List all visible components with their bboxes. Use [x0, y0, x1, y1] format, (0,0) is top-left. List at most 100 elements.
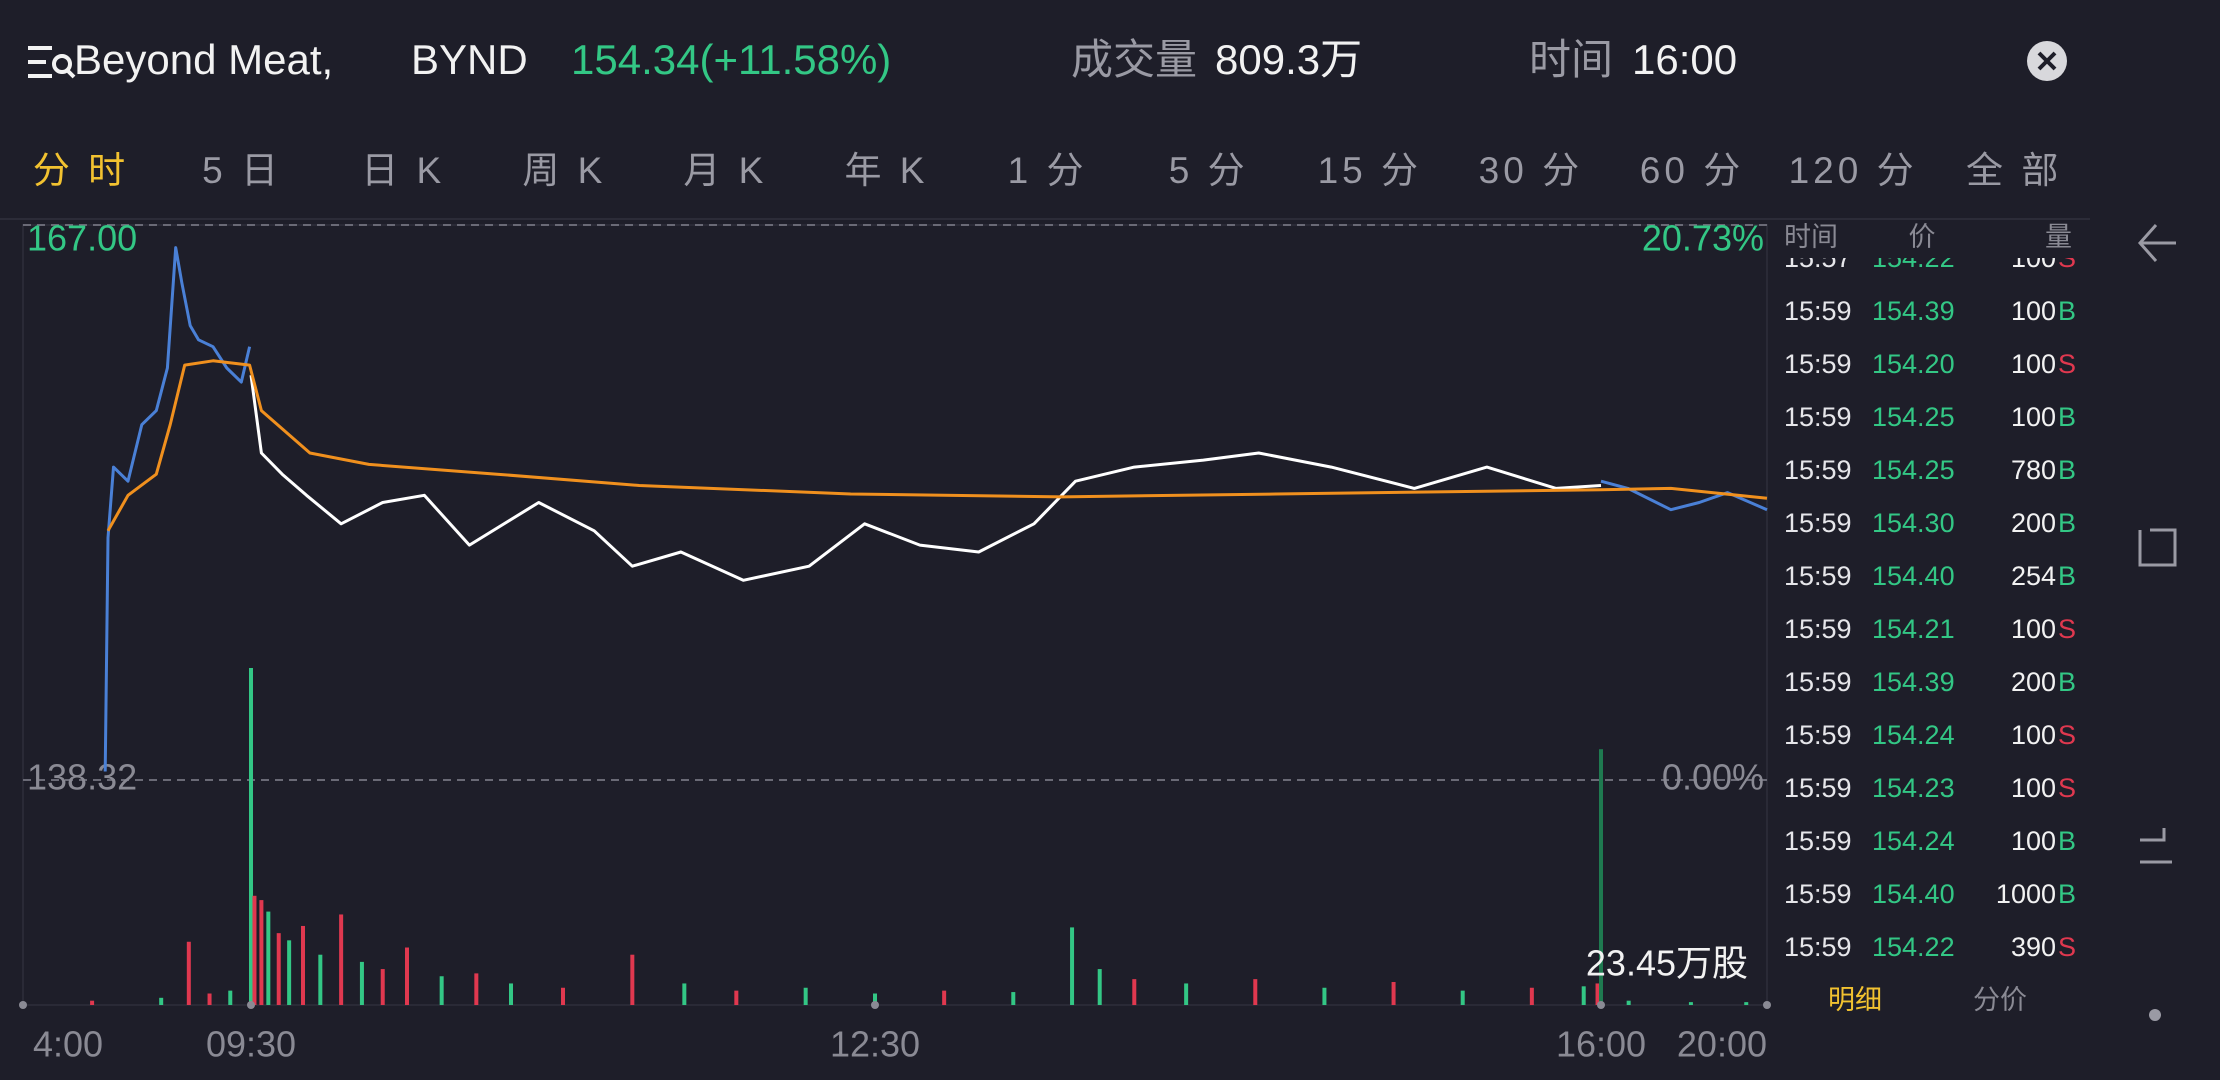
trade-tab[interactable]: 明细 [1828, 985, 1882, 1015]
y2-tick-label: 20.73% [1642, 218, 1764, 259]
trade-side: B [2058, 667, 2076, 697]
menu-icon[interactable] [28, 46, 76, 79]
trade-time: 15:59 [1784, 773, 1852, 803]
x-tick-mark [871, 1001, 879, 1009]
period-tab[interactable]: 5 分 [1169, 150, 1249, 191]
x-tick-label: 12:30 [830, 1024, 920, 1065]
volume-bar [1595, 983, 1600, 1005]
volume-bar [207, 993, 212, 1005]
period-tab[interactable]: 分 时 [33, 150, 129, 191]
square-icon[interactable] [2138, 528, 2177, 567]
period-tab[interactable]: 60 分 [1640, 150, 1744, 191]
y-tick-label: 138.32 [27, 757, 137, 798]
period-tab[interactable]: 月 K [683, 150, 767, 191]
recent-icon[interactable] [2140, 828, 2172, 864]
volume-bar [734, 990, 739, 1005]
stock-name: Beyond Meat, [74, 36, 333, 83]
period-tab[interactable]: 年 K [845, 150, 929, 191]
price-line [106, 359, 1768, 532]
trade-side: S [2058, 349, 2076, 379]
x-tick-mark [1597, 1001, 1605, 1009]
volume-bar [339, 914, 344, 1005]
trade-side: S [2058, 932, 2076, 962]
volume-value: 809.3万 [1215, 36, 1362, 83]
time-label: 时间 [1529, 36, 1613, 83]
trade-volume: 100 [2011, 720, 2056, 750]
volume-bar [287, 940, 292, 1005]
volume-bar [1391, 982, 1396, 1005]
volume-bar [301, 925, 305, 1005]
volume-bar [380, 969, 385, 1005]
trade-price: 154.24 [1872, 826, 1955, 856]
trade-time: 15:59 [1784, 879, 1852, 909]
trade-price: 154.39 [1872, 296, 1955, 326]
stock-price: 154.34(+11.58%) [571, 36, 891, 83]
back-icon[interactable] [2137, 224, 2176, 262]
volume-bar [1744, 1002, 1749, 1005]
dot-icon[interactable] [2149, 1009, 2161, 1021]
volume-bar [318, 954, 323, 1005]
time-value: 16:00 [1632, 36, 1737, 83]
trade-price: 154.20 [1872, 349, 1955, 379]
volume-bar [682, 983, 687, 1005]
volume-bar [1132, 979, 1137, 1005]
trade-volume: 780 [2011, 455, 2056, 485]
period-tab[interactable]: 30 分 [1479, 150, 1583, 191]
volume-bar [259, 900, 264, 1005]
period-tab[interactable]: 全 部 [1966, 150, 2062, 191]
period-tab[interactable]: 周 K [522, 150, 606, 191]
stock-symbol: BYND [411, 36, 528, 83]
volume-bar [276, 933, 281, 1005]
side-nav [2137, 224, 2177, 1021]
trade-price: 154.40 [1872, 561, 1955, 591]
column-header: 时间 [1784, 222, 1838, 252]
volume-bar [1626, 1000, 1631, 1005]
volume-bar [439, 976, 444, 1005]
volume-bar [561, 987, 565, 1005]
volume-bar [228, 990, 233, 1005]
volume-bar [1070, 927, 1075, 1005]
period-tab[interactable]: 日 K [361, 150, 445, 191]
x-tick-mark [19, 1001, 27, 1009]
trade-time: 15:59 [1784, 826, 1852, 856]
volume-bar [1581, 986, 1586, 1005]
volume-bar [1529, 987, 1534, 1005]
close-button[interactable] [2027, 41, 2067, 81]
period-tab[interactable]: 15 分 [1318, 150, 1422, 191]
trade-side: S [2058, 614, 2076, 644]
trade-time: 15:59 [1784, 402, 1852, 432]
x-tick-mark [1763, 1001, 1771, 1009]
trade-side: B [2058, 879, 2076, 909]
trade-volume: 100 [2011, 773, 2056, 803]
period-tab[interactable]: 5 日 [202, 150, 282, 191]
trade-volume: 390 [2011, 932, 2056, 962]
trade-time: 15:59 [1784, 561, 1852, 591]
volume-bar [630, 954, 635, 1005]
trade-side: B [2058, 561, 2076, 591]
price-line [249, 375, 1602, 582]
trade-side: B [2058, 296, 2076, 326]
trade-price: 154.40 [1872, 879, 1955, 909]
y2-tick-label: 0.00% [1662, 757, 1764, 798]
trade-price: 154.21 [1872, 614, 1955, 644]
x-tick-label: 4:00 [33, 1024, 103, 1065]
period-tab[interactable]: 120 分 [1789, 150, 1918, 191]
volume-bar [1011, 992, 1016, 1005]
period-tab[interactable]: 1 分 [1008, 150, 1088, 191]
trade-volume: 100 [2011, 614, 2056, 644]
volume-bar [359, 961, 364, 1005]
trade-tab[interactable]: 分价 [1973, 985, 2027, 1015]
trade-side: B [2058, 402, 2076, 432]
volume-bar [90, 1000, 95, 1005]
trade-volume: 200 [2011, 508, 2056, 538]
volume-bar [1253, 979, 1258, 1005]
trade-price: 154.25 [1872, 402, 1955, 432]
trade-volume: 200 [2011, 667, 2056, 697]
trade-side: S [2058, 773, 2076, 803]
volume-bar [1460, 990, 1465, 1005]
volume-bar [942, 990, 947, 1005]
trade-price: 154.22 [1872, 932, 1955, 962]
volume-bar [509, 983, 513, 1005]
